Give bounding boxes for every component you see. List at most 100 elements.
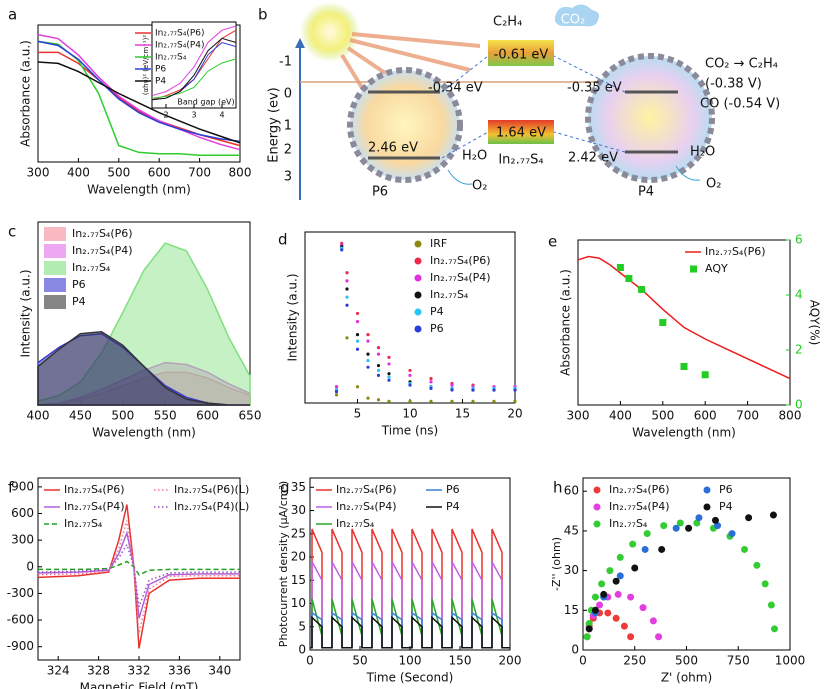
legend-label: In₂.₇₇S₄: [430, 288, 469, 301]
marker: [355, 311, 360, 316]
x-tick-label: 200: [499, 654, 522, 668]
y2-tick-label: 0: [795, 398, 803, 412]
x-tick-label: 400: [27, 409, 50, 423]
panel-label: c: [8, 223, 16, 241]
x-tick-label: 550: [154, 409, 177, 423]
marker: [596, 601, 604, 609]
marker: [672, 524, 680, 532]
marker: [660, 522, 668, 530]
y-tick-label: 15: [564, 603, 579, 617]
legend-label: In₂.₇₇S₄: [64, 517, 103, 530]
marker: [598, 580, 606, 588]
marker: [616, 572, 624, 580]
marker: [450, 383, 454, 387]
legend-label: In₂.₇₇S₄(P6): [609, 483, 670, 496]
y-axis-label: Intensity (a.u.): [19, 270, 33, 358]
line: [577, 255, 791, 380]
energy-label: 2.42 eV: [568, 151, 618, 166]
marker: [376, 373, 381, 377]
x-tick-label: 650: [239, 409, 262, 423]
marker: [345, 287, 349, 291]
x-axis-label: Wavelength (nm): [87, 183, 191, 197]
y-tick-label: 30: [291, 503, 306, 517]
legend-label: AQY: [705, 262, 728, 275]
x-tick-label: 328: [87, 664, 110, 678]
legend-label: P6: [430, 322, 444, 335]
energy-label: -0.61 eV: [494, 48, 549, 63]
marker: [376, 352, 381, 356]
y-tick-label: -300: [7, 586, 34, 600]
legend-swatch: [690, 265, 697, 273]
legend-swatch: [593, 503, 601, 511]
x-tick-label: 300: [567, 409, 590, 423]
y2-tick-label: 2: [795, 343, 803, 357]
line: [37, 33, 241, 151]
x-tick-label: 400: [609, 409, 632, 423]
tick-label: 1: [284, 119, 292, 134]
axis-label: Energy (ev): [267, 87, 282, 162]
species: O₂: [472, 179, 487, 194]
x-tick-label: 0: [306, 654, 314, 668]
x-tick-label: 800: [229, 166, 252, 180]
x-tick-label: 15: [455, 407, 470, 421]
y-tick-label: 600: [11, 506, 34, 520]
legend-label: In₂.₇₇S₄: [609, 517, 648, 530]
legend-swatch: [414, 274, 422, 282]
legend-label: P4: [430, 305, 444, 318]
marker: [366, 359, 370, 363]
x-tick-label: 2: [163, 111, 168, 120]
marker: [639, 604, 647, 612]
x-tick-label: 150: [449, 654, 472, 668]
legend-label: In₂.₇₇S₄(P4): [72, 244, 133, 257]
line: [310, 615, 510, 649]
marker: [769, 511, 777, 519]
marker: [366, 333, 370, 337]
marker: [761, 580, 769, 588]
marker: [583, 633, 591, 641]
x-axis-label: Wavelength (nm): [632, 426, 736, 440]
x-tick-label: 300: [27, 166, 50, 180]
marker: [629, 540, 637, 548]
marker: [676, 519, 684, 527]
y-tick-label: 300: [11, 533, 34, 547]
marker: [450, 388, 454, 392]
line: [310, 598, 510, 649]
y2-axis-label: AQY(%): [808, 300, 822, 346]
x-axis-label: Z' (ohm): [661, 671, 712, 685]
marker: [429, 380, 433, 384]
panel-label: h: [553, 479, 563, 497]
x-tick-label: 400: [67, 166, 90, 180]
marker: [643, 530, 651, 538]
x-tick-label: 700: [188, 166, 211, 180]
y-axis-label: Absorbance (a.u.): [559, 269, 573, 376]
area: [37, 331, 250, 406]
x-tick-label: 500: [107, 166, 130, 180]
marker: [355, 347, 360, 351]
tick-label: -1: [279, 55, 292, 70]
marker: [513, 388, 517, 392]
legend-swatch: [44, 244, 66, 258]
x-tick-label: 0: [579, 654, 587, 668]
marker: [600, 590, 608, 598]
marker: [585, 625, 593, 633]
line: [151, 25, 237, 97]
tick-label: 2: [284, 143, 292, 158]
panel-label: a: [8, 6, 17, 24]
marker: [345, 303, 349, 307]
marker: [740, 545, 748, 553]
line: [151, 58, 237, 99]
legend-swatch: [44, 227, 66, 241]
legend-swatch: [703, 486, 711, 494]
x-tick-label: 700: [736, 409, 759, 423]
line: [310, 561, 510, 649]
energy-label: -0.34 eV: [428, 81, 483, 96]
x-tick-label: 800: [779, 409, 802, 423]
marker: [614, 590, 622, 598]
x-tick-label: 600: [196, 409, 219, 423]
legend-label: P6: [719, 483, 733, 496]
marker: [616, 553, 624, 561]
marker: [334, 385, 339, 389]
legend-label: P4: [446, 500, 460, 513]
